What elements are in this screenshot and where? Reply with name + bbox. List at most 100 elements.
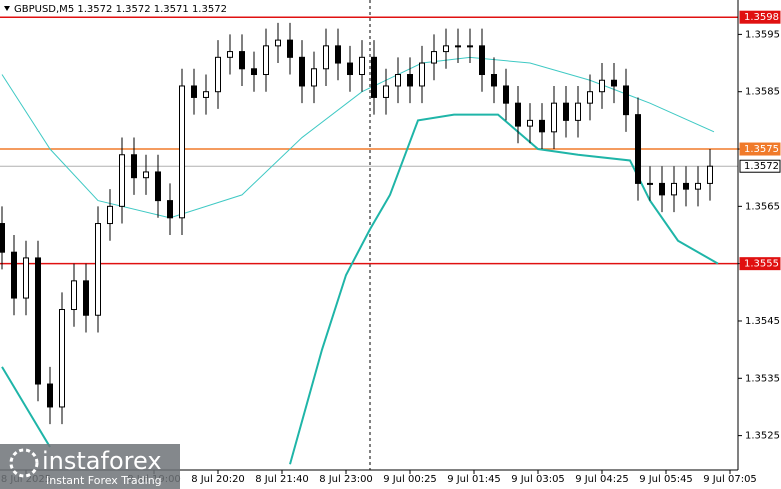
candle-body xyxy=(455,45,461,48)
candle-body xyxy=(167,200,173,219)
candle-body xyxy=(11,251,17,299)
candle-body xyxy=(23,257,29,299)
candle-body xyxy=(599,79,605,93)
logo-tagline: Instant Forex Trading xyxy=(46,474,162,487)
candle-body xyxy=(251,68,257,76)
candle-body xyxy=(71,280,77,311)
level-label-bg xyxy=(739,159,781,173)
candle-body xyxy=(395,74,401,87)
level-label: 1.3572 xyxy=(744,161,779,172)
candle-body xyxy=(575,102,581,121)
candle-body xyxy=(299,56,305,87)
candle-body xyxy=(383,85,389,98)
candle-body xyxy=(659,182,665,196)
axes: 1.3525 1.3535 1.3545 1.3555 1.3565 1.3575 1.35… xyxy=(1,10,781,485)
candle-body xyxy=(407,74,413,87)
logo: instaforex Instant Forex Trading xyxy=(0,444,180,489)
candle-body xyxy=(323,45,329,70)
candle-body xyxy=(35,257,41,385)
candle-body xyxy=(227,51,233,58)
candle-body xyxy=(359,56,365,76)
x-tick-label: 9 Jul 00:25 xyxy=(383,474,437,485)
header-text: GBPUSD,M5 1.3572 1.3572 1.3571 1.3572 xyxy=(14,4,227,15)
candle-body xyxy=(467,45,473,48)
level-label-bg xyxy=(739,257,781,271)
candle-body xyxy=(527,119,533,127)
logo-bg xyxy=(0,444,180,489)
y-tick-label: 1.3545 xyxy=(745,316,780,327)
candle-body xyxy=(203,91,209,98)
candle-body xyxy=(143,171,149,179)
x-tick-label: 9 Jul 01:45 xyxy=(447,474,501,485)
logo-icon xyxy=(9,448,39,478)
y-tick-label: 1.3585 xyxy=(745,87,780,98)
ohlc-low: 1.3571 xyxy=(154,4,189,15)
x-tick-label: 9 Jul 04:25 xyxy=(575,474,629,485)
candle-body xyxy=(647,182,653,185)
candle-body xyxy=(131,154,137,179)
ohlc-open: 1.3572 xyxy=(77,4,112,15)
header-icon xyxy=(4,6,10,11)
x-tick-label: 9 Jul 05:45 xyxy=(639,474,693,485)
candle-body xyxy=(491,74,497,87)
indicator-line xyxy=(1,113,719,465)
x-tick-label: 8 Jul 23:00 xyxy=(319,474,373,485)
candle-body xyxy=(503,85,509,104)
candle-body xyxy=(587,91,593,104)
candle-body xyxy=(623,85,629,116)
x-tick-label: 9 Jul 03:05 xyxy=(511,474,565,485)
candle-body xyxy=(191,85,197,98)
candle-body xyxy=(275,39,281,47)
candle-body xyxy=(107,205,113,225)
candle-body xyxy=(239,51,245,70)
y-tick-label: 1.3595 xyxy=(745,29,780,40)
candle-body xyxy=(119,154,125,207)
symbol: GBPUSD,M5 xyxy=(14,4,74,15)
candle-body xyxy=(371,56,377,98)
candle-body xyxy=(683,182,689,190)
ohlc-close: 1.3572 xyxy=(192,4,227,15)
y-tick-label: 1.3535 xyxy=(745,373,780,384)
x-tick-label: 8 Jul 20:20 xyxy=(191,474,245,485)
header: GBPUSD,M5 1.3572 1.3572 1.3571 1.3572 xyxy=(4,4,227,15)
candle-body xyxy=(95,223,101,316)
candle-body xyxy=(611,79,617,87)
candle-body xyxy=(671,182,677,196)
x-tick-label: 9 Jul 07:05 xyxy=(703,474,757,485)
level-label: 1.3555 xyxy=(744,259,779,270)
candle-body xyxy=(155,171,161,202)
candle-body xyxy=(287,39,293,58)
candle-body xyxy=(539,119,545,133)
candle-body xyxy=(695,182,701,190)
candle-body xyxy=(707,165,713,184)
candle-body xyxy=(179,85,185,219)
candle-body xyxy=(47,383,53,408)
candle-body xyxy=(419,62,425,87)
x-tick-label: 8 Jul 21:40 xyxy=(255,474,309,485)
y-tick-label: 1.3525 xyxy=(745,431,780,442)
logo-name: instaforex xyxy=(42,447,162,475)
candle-body xyxy=(263,45,269,76)
candle-body xyxy=(0,223,5,253)
level-label: 1.3598 xyxy=(744,12,779,23)
y-tick-label: 1.3565 xyxy=(745,201,780,212)
candle-body xyxy=(347,62,353,76)
candle-body xyxy=(335,45,341,64)
candle-body xyxy=(311,68,317,87)
candle-body xyxy=(431,51,437,64)
level-label-bg xyxy=(739,10,781,24)
candle-body xyxy=(479,45,485,76)
candle-body xyxy=(635,114,641,184)
candle-body xyxy=(443,45,449,53)
ohlc-high: 1.3572 xyxy=(116,4,151,15)
candle-body xyxy=(551,102,557,133)
candle-body xyxy=(83,280,89,316)
level-label: 1.3575 xyxy=(744,144,779,155)
candle-body xyxy=(215,56,221,93)
candle-body xyxy=(563,102,569,121)
level-label-bg xyxy=(739,142,781,156)
candle-body xyxy=(59,309,65,408)
candle-body xyxy=(515,102,521,127)
